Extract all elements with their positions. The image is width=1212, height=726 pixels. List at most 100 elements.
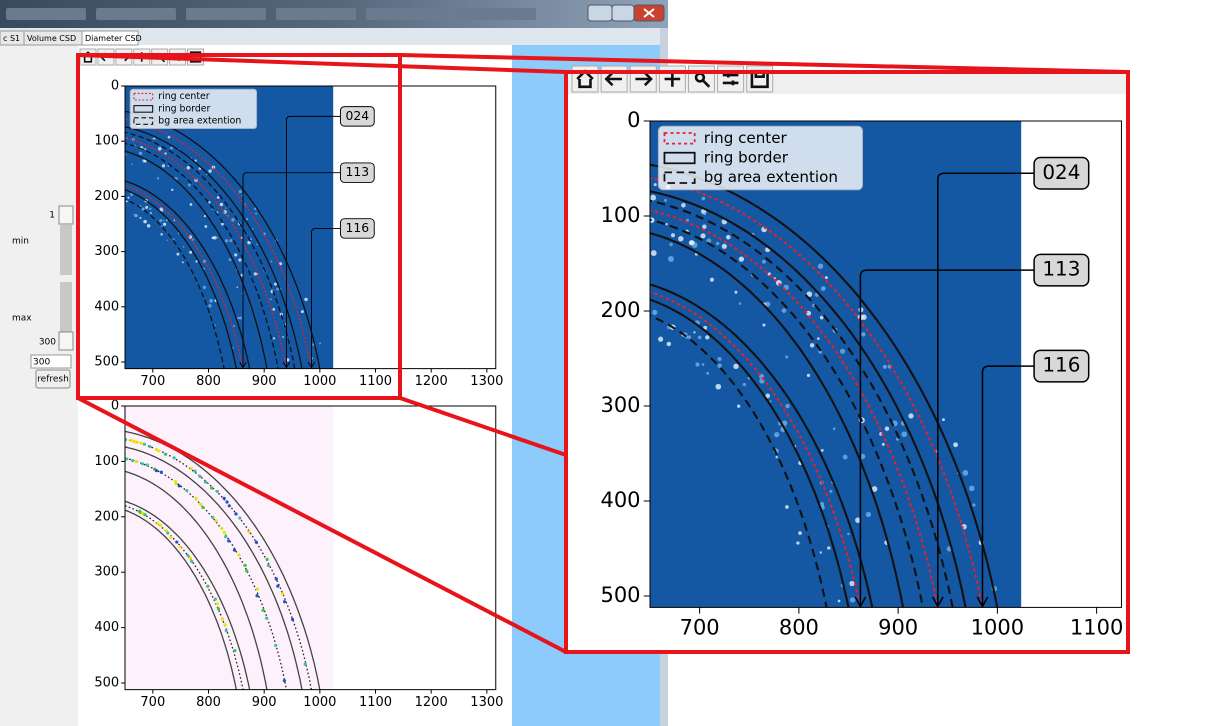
diffraction-speckle	[838, 600, 841, 603]
diffraction-speckle	[827, 546, 830, 549]
diffraction-speckle	[174, 220, 176, 222]
peak-point	[216, 602, 219, 605]
diffraction-speckle	[972, 503, 975, 506]
min-slider-thumb[interactable]	[59, 206, 73, 224]
peak-point	[233, 649, 236, 652]
toolbar-button[interactable]	[718, 66, 744, 92]
peak-point	[156, 522, 159, 525]
peak-point	[179, 545, 182, 548]
peak-point	[304, 663, 307, 666]
peak-point	[233, 548, 236, 551]
peak-point	[261, 609, 264, 612]
diffraction-speckle	[866, 512, 871, 517]
diffraction-speckle	[664, 199, 667, 202]
diffraction-speckle	[693, 331, 695, 333]
peak-point	[223, 497, 226, 500]
diffraction-speckle	[733, 364, 738, 369]
peak-point	[281, 592, 284, 595]
diffraction-speckle	[204, 215, 206, 217]
diffraction-speckle	[883, 365, 887, 369]
peak-point	[135, 460, 138, 463]
diffraction-speckle	[162, 164, 165, 167]
min-slider-track	[60, 225, 72, 275]
maximize-button[interactable]	[612, 5, 634, 21]
diffraction-speckle	[209, 299, 213, 303]
peak-point	[255, 541, 258, 544]
tab-label: Diameter CSD	[85, 34, 142, 43]
peak-point	[265, 617, 268, 620]
legend-label: ring border	[158, 103, 210, 114]
diffraction-speckle	[254, 272, 257, 275]
diffraction-speckle	[782, 308, 787, 313]
annotation-label: 113	[346, 165, 370, 179]
peak-point	[125, 457, 128, 460]
diffraction-speckle	[153, 138, 155, 140]
diffraction-speckle	[820, 316, 824, 320]
peak-point	[204, 480, 207, 483]
diffraction-speckle	[173, 238, 175, 240]
peak-point	[227, 539, 230, 542]
peak-point	[224, 535, 227, 538]
x-tick-label: 800	[196, 374, 221, 389]
annotation-label: 116	[346, 221, 370, 235]
toolbar-button[interactable]	[688, 66, 714, 92]
annotation-label: 024	[1042, 160, 1080, 184]
diffraction-speckle	[214, 324, 216, 326]
y-tick-label: 100	[600, 203, 640, 227]
peak-point	[291, 618, 294, 621]
annotation-label: 116	[1042, 353, 1080, 377]
diffraction-speckle	[171, 189, 173, 191]
diffraction-speckle	[208, 169, 211, 172]
diffraction-speckle	[716, 242, 719, 245]
diffraction-speckle	[183, 246, 185, 248]
x-tick-label: 1200	[415, 374, 448, 389]
plot-content	[111, 406, 333, 697]
diffraction-speckle	[654, 183, 657, 186]
diffraction-speckle	[962, 470, 968, 476]
peak-point	[216, 490, 219, 493]
diffraction-speckle	[706, 372, 709, 375]
diffraction-speckle	[238, 258, 241, 261]
diffraction-speckle	[861, 332, 866, 337]
minimize-button[interactable]	[588, 5, 612, 21]
diffraction-speckle	[187, 166, 191, 170]
diffraction-speckle	[208, 201, 210, 203]
peak-point	[206, 585, 209, 588]
peak-point	[211, 516, 214, 519]
diffraction-speckle	[882, 443, 885, 446]
diffraction-speckle	[273, 337, 275, 339]
x-tick-label: 1300	[470, 695, 503, 710]
x-tick-label: 700	[140, 695, 165, 710]
max-input-text: 300	[33, 358, 50, 368]
diffraction-speckle	[239, 190, 242, 193]
peak-point	[283, 679, 286, 682]
max-slider-thumb[interactable]	[59, 332, 73, 350]
diffraction-speckle	[821, 449, 824, 452]
diffraction-speckle	[157, 177, 159, 179]
diffraction-speckle	[651, 250, 657, 256]
peak-point	[238, 517, 241, 520]
x-tick-label: 700	[680, 615, 720, 639]
peak-point	[220, 527, 223, 530]
y-tick-label: 500	[600, 583, 640, 607]
x-tick-label: 1100	[1070, 615, 1123, 639]
diffraction-speckle	[234, 253, 237, 256]
peak-point	[173, 456, 176, 459]
diffraction-speckle	[133, 214, 134, 215]
peak-point	[143, 513, 146, 516]
peak-point	[223, 531, 226, 534]
diffraction-speckle	[282, 336, 285, 339]
diffraction-speckle	[239, 316, 242, 319]
peak-point	[244, 564, 247, 567]
y-tick-label: 200	[94, 189, 119, 204]
legend-label: bg area extention	[704, 168, 838, 186]
diffraction-speckle	[231, 218, 234, 221]
peak-point	[221, 618, 224, 621]
diffraction-speckle	[212, 237, 215, 240]
x-tick-label: 800	[779, 615, 819, 639]
x-tick-label: 900	[252, 374, 277, 389]
peak-point	[135, 441, 138, 444]
diffraction-speckle	[969, 486, 975, 492]
x-tick-label: 800	[196, 695, 221, 710]
diffraction-speckle	[150, 212, 152, 214]
